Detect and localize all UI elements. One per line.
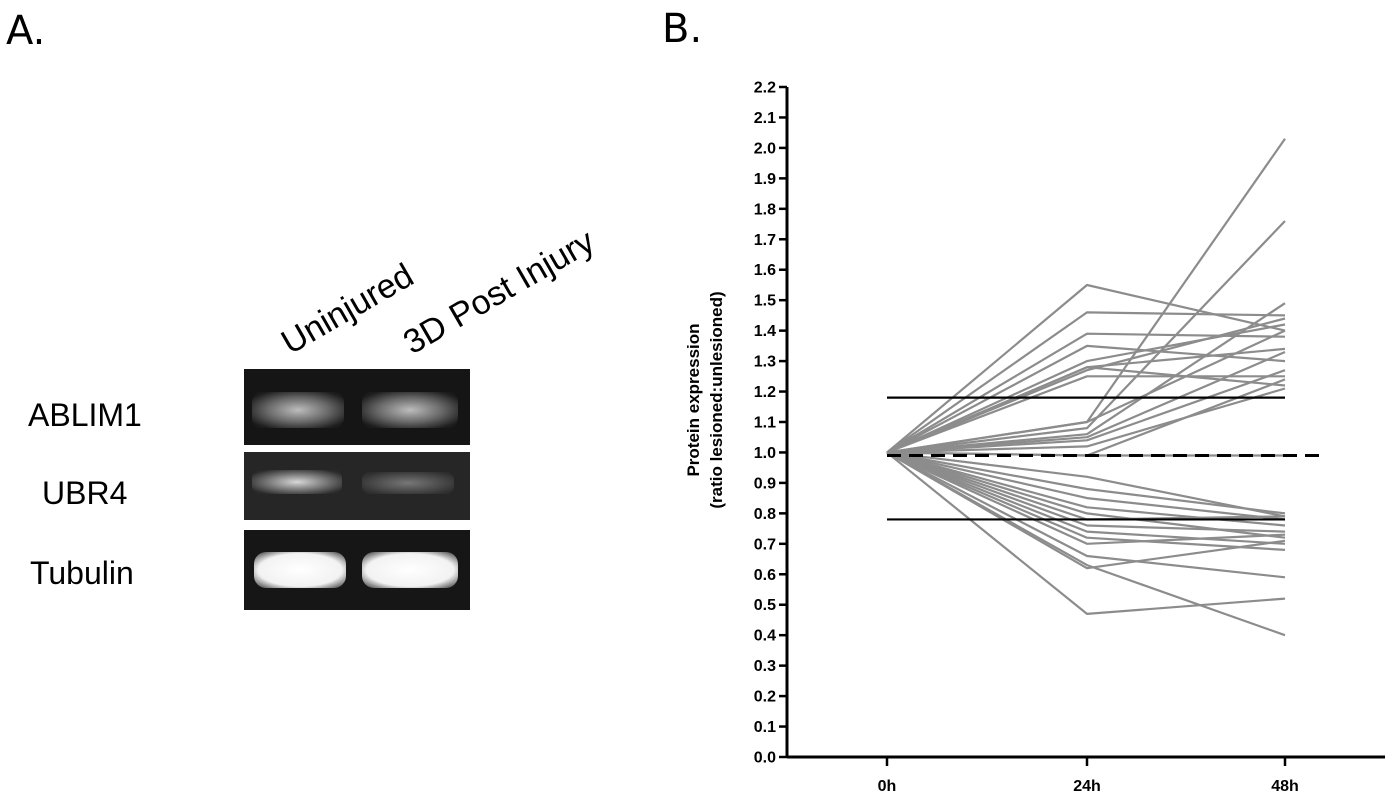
blot-label-ubr4: UBR4 [42, 475, 127, 511]
blot-label-ablim1: ABLIM1 [28, 397, 142, 433]
series-line-29 [886, 451, 1286, 579]
y-tick-label: 0.1 [754, 719, 776, 736]
series-line-8 [886, 375, 1285, 454]
panel-b-letter: B. [662, 6, 702, 52]
panel-a: A. Uninjured 3D Post Injury ABLIM1 UBR4 … [6, 8, 601, 610]
y-tick-label: 1.7 [754, 232, 776, 249]
y-tick-label: 2.2 [754, 80, 776, 97]
y-tick-label: 0.2 [754, 689, 776, 706]
y-tick-label: 0.9 [754, 475, 776, 492]
blot-label-tubulin: Tubulin [30, 555, 134, 591]
x-tick-label: 0h [878, 778, 897, 795]
y-tick-label: 1.8 [754, 201, 776, 218]
series-line-21 [886, 451, 1286, 521]
series-line-19 [886, 451, 1286, 518]
y-tick-label: 2.0 [754, 140, 776, 157]
series-line-2 [886, 311, 1286, 454]
y-tick-label: 0.5 [754, 597, 776, 614]
panel-b: B. Protein expression (ratio lesioned:un… [662, 6, 1385, 795]
y-axis: 0.0 0.1 0.2 0.3 0.4 0.5 0.6 0.7 0.8 0.9 1.0 1.1 1.2 1… [754, 80, 789, 767]
y-tick-label: 1.2 [754, 384, 776, 401]
series-line-15 [886, 329, 1286, 454]
y-tick-label: 0.4 [754, 628, 776, 645]
series-line-14 [886, 369, 1286, 454]
series-line-32 [886, 451, 1286, 616]
x-tick-label: 24h [1073, 778, 1101, 795]
y-tick-label: 1.9 [754, 171, 776, 188]
series-line-25 [886, 451, 1286, 533]
y-tick-label: 0.8 [754, 506, 776, 523]
series-line-31 [886, 451, 1286, 570]
y-tick-label: 0.3 [754, 658, 776, 675]
y-axis-title-line-2: (ratio lesioned:unlesioned) [707, 291, 726, 508]
series-line-27 [886, 451, 1286, 551]
y-tick-label: 0.0 [754, 750, 776, 767]
y-tick-label: 0.7 [754, 536, 776, 553]
series-line-11 [886, 220, 1286, 454]
series-line-26 [886, 451, 1286, 545]
y-tick-label: 2.1 [754, 110, 776, 127]
y-axis-title-line-1: Protein expression [684, 323, 703, 476]
y-tick-label: 1.4 [754, 323, 776, 340]
panel-a-letter: A. [6, 8, 45, 54]
y-tick-label: 1.1 [754, 415, 776, 432]
y-tick-label: 0.6 [754, 567, 776, 584]
x-tick-label: 48h [1271, 778, 1299, 795]
y-tick-label: 1.6 [754, 262, 776, 279]
series-line-7 [886, 317, 1286, 454]
data-series [886, 138, 1286, 637]
y-tick-label: 1.5 [754, 293, 776, 310]
y-tick-label: 1.0 [754, 445, 776, 462]
blot-ubr4 [244, 452, 470, 520]
lane-label-uninjured: Uninjured [275, 256, 420, 362]
blot-tubulin [244, 530, 470, 610]
reference-lines [887, 396, 1325, 521]
series-line-28 [886, 451, 1286, 545]
blot-ablim1 [244, 369, 470, 445]
lane-label-3d-post-injury: 3D Post Injury [397, 222, 601, 362]
x-axis: 0h 24h 48h [787, 755, 1385, 795]
series-line-16 [886, 387, 1286, 454]
series-line-20 [886, 451, 1286, 515]
y-tick-label: 1.3 [754, 354, 776, 371]
